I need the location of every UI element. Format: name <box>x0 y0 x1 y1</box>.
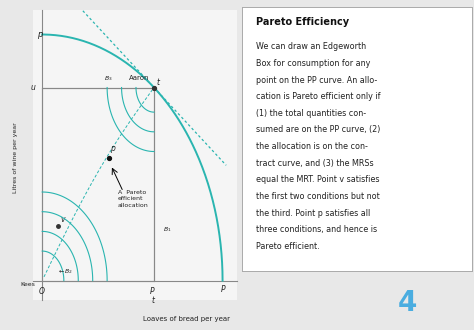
Text: sumed are on the PP curve, (2): sumed are on the PP curve, (2) <box>255 125 380 134</box>
Text: $P$: $P$ <box>220 283 227 294</box>
Text: Aaron: Aaron <box>129 75 149 81</box>
Text: $t$: $t$ <box>151 294 156 305</box>
Text: Pareto efficient.: Pareto efficient. <box>255 242 319 251</box>
Text: Loaves of bread per year: Loaves of bread per year <box>143 316 229 322</box>
Text: $P$: $P$ <box>149 285 155 296</box>
Text: $O$: $O$ <box>38 285 46 296</box>
Text: the allocation is on the con-: the allocation is on the con- <box>255 142 367 151</box>
Text: $B_1$: $B_1$ <box>163 225 172 234</box>
Text: Box for consumption for any: Box for consumption for any <box>255 59 370 68</box>
Text: $p$: $p$ <box>110 145 116 155</box>
Text: Litres of wine per year: Litres of wine per year <box>13 122 18 193</box>
Text: the first two conditions but not: the first two conditions but not <box>255 192 379 201</box>
Text: 4: 4 <box>398 289 417 317</box>
Text: the third. Point p satisfies all: the third. Point p satisfies all <box>255 209 370 217</box>
Text: tract curve, and (3) the MRSs: tract curve, and (3) the MRSs <box>255 159 373 168</box>
Text: equal the MRT. Point v satisfies: equal the MRT. Point v satisfies <box>255 175 379 184</box>
Text: Kees: Kees <box>20 281 35 286</box>
Text: (1) the total quantities con-: (1) the total quantities con- <box>255 109 365 118</box>
Text: three conditions, and hence is: three conditions, and hence is <box>255 225 377 234</box>
Text: We can draw an Edgeworth: We can draw an Edgeworth <box>255 42 365 51</box>
Text: Pareto Efficiency: Pareto Efficiency <box>255 17 349 27</box>
Text: point on the PP curve. An allo-: point on the PP curve. An allo- <box>255 76 377 84</box>
Text: $u$: $u$ <box>30 83 37 92</box>
Text: $t$: $t$ <box>156 76 161 87</box>
Text: $v$: $v$ <box>60 214 67 223</box>
Text: $B_3$: $B_3$ <box>104 74 112 83</box>
Bar <box>42 87 154 280</box>
Text: $\leftarrow B_2$: $\leftarrow B_2$ <box>56 267 73 276</box>
Text: A  Pareto
efficient
allocation: A Pareto efficient allocation <box>118 189 149 208</box>
Text: $p$: $p$ <box>37 30 44 41</box>
Text: cation is Pareto efficient only if: cation is Pareto efficient only if <box>255 92 380 101</box>
